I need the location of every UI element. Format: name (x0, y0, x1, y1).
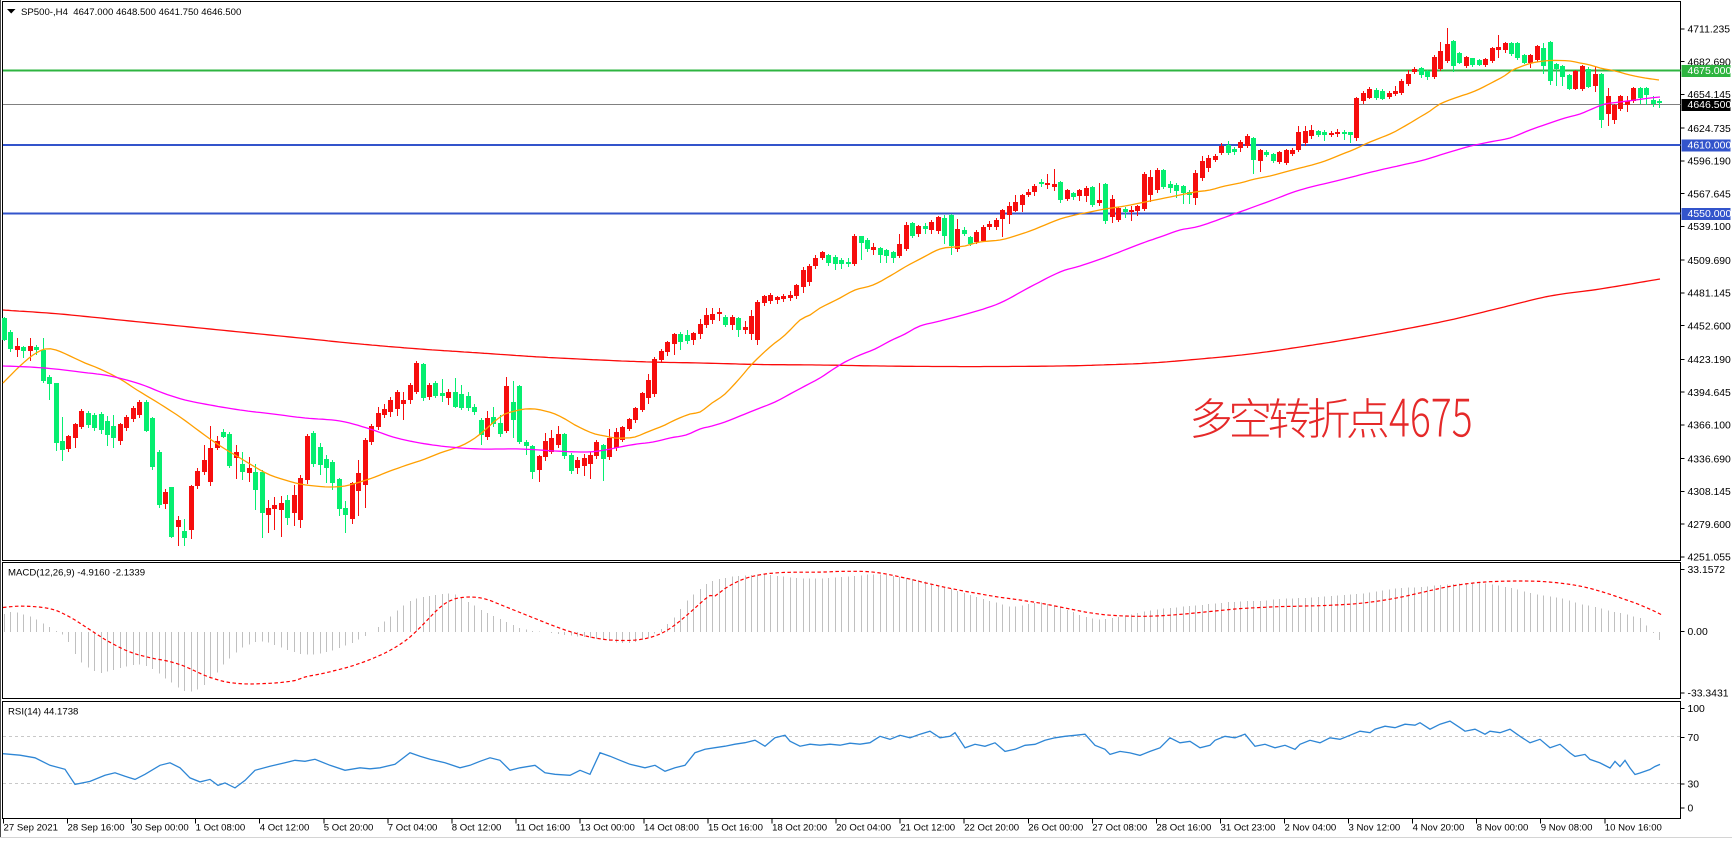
svg-text:4550.000: 4550.000 (1688, 208, 1732, 220)
svg-text:4610.000: 4610.000 (1688, 140, 1732, 152)
svg-text:13 Oct 00:00: 13 Oct 00:00 (580, 823, 635, 834)
svg-text:28 Sep 16:00: 28 Sep 16:00 (68, 823, 125, 834)
svg-text:31 Oct 23:00: 31 Oct 23:00 (1221, 823, 1276, 834)
svg-text:0.00: 0.00 (1688, 627, 1708, 638)
svg-text:MACD(12,26,9) -4.9160 -2.1339: MACD(12,26,9) -4.9160 -2.1339 (8, 568, 145, 579)
svg-text:33.1572: 33.1572 (1688, 565, 1726, 576)
svg-text:10 Nov 16:00: 10 Nov 16:00 (1605, 823, 1662, 834)
svg-text:1 Oct 08:00: 1 Oct 08:00 (196, 823, 246, 834)
svg-text:4481.145: 4481.145 (1688, 289, 1732, 300)
svg-text:4251.055: 4251.055 (1688, 553, 1732, 564)
svg-text:8 Nov 00:00: 8 Nov 00:00 (1477, 823, 1529, 834)
svg-text:4366.100: 4366.100 (1688, 421, 1732, 432)
svg-text:28 Oct 16:00: 28 Oct 16:00 (1156, 823, 1211, 834)
svg-text:4624.735: 4624.735 (1688, 124, 1732, 135)
svg-text:20 Oct 04:00: 20 Oct 04:00 (836, 823, 891, 834)
svg-text:3 Nov 12:00: 3 Nov 12:00 (1349, 823, 1401, 834)
svg-text:15 Oct 16:00: 15 Oct 16:00 (708, 823, 763, 834)
svg-text:4682.690: 4682.690 (1688, 57, 1732, 68)
svg-text:4394.645: 4394.645 (1688, 388, 1732, 399)
svg-text:-33.3431: -33.3431 (1688, 688, 1729, 699)
svg-text:21 Oct 12:00: 21 Oct 12:00 (900, 823, 955, 834)
svg-text:27 Oct 08:00: 27 Oct 08:00 (1092, 823, 1147, 834)
svg-text:8 Oct 12:00: 8 Oct 12:00 (452, 823, 502, 834)
svg-text:RSI(14) 44.1738: RSI(14) 44.1738 (8, 707, 78, 718)
svg-text:4 Oct 12:00: 4 Oct 12:00 (260, 823, 310, 834)
svg-text:4646.500: 4646.500 (1688, 99, 1732, 111)
svg-text:9 Nov 08:00: 9 Nov 08:00 (1541, 823, 1593, 834)
svg-text:4336.690: 4336.690 (1688, 454, 1732, 465)
svg-text:4279.600: 4279.600 (1688, 520, 1732, 531)
svg-text:30 Sep 00:00: 30 Sep 00:00 (132, 823, 189, 834)
svg-text:2 Nov 04:00: 2 Nov 04:00 (1285, 823, 1337, 834)
svg-text:27 Sep 2021: 27 Sep 2021 (4, 823, 58, 834)
svg-text:22 Oct 20:00: 22 Oct 20:00 (964, 823, 1019, 834)
svg-text:7 Oct 04:00: 7 Oct 04:00 (388, 823, 438, 834)
svg-text:4675.000: 4675.000 (1688, 65, 1732, 77)
svg-text:26 Oct 00:00: 26 Oct 00:00 (1028, 823, 1083, 834)
svg-text:4654.145: 4654.145 (1688, 90, 1732, 101)
svg-text:100: 100 (1688, 704, 1706, 715)
svg-text:18 Oct 20:00: 18 Oct 20:00 (772, 823, 827, 834)
svg-text:30: 30 (1688, 780, 1700, 791)
svg-text:SP500-,H4 4647.000 4648.500 4: SP500-,H4 4647.000 4648.500 4641.750 464… (21, 7, 241, 18)
svg-text:5 Oct 20:00: 5 Oct 20:00 (324, 823, 374, 834)
svg-text:4308.145: 4308.145 (1688, 487, 1732, 498)
svg-text:4711.235: 4711.235 (1688, 25, 1731, 36)
svg-text:0: 0 (1688, 804, 1694, 815)
svg-text:4567.645: 4567.645 (1688, 189, 1732, 200)
svg-text:4596.190: 4596.190 (1688, 157, 1732, 168)
svg-text:14 Oct 08:00: 14 Oct 08:00 (644, 823, 699, 834)
svg-text:4 Nov 20:00: 4 Nov 20:00 (1413, 823, 1465, 834)
svg-text:4539.100: 4539.100 (1688, 222, 1732, 233)
svg-text:4423.190: 4423.190 (1688, 355, 1732, 366)
svg-text:4509.690: 4509.690 (1688, 256, 1732, 267)
svg-text:4452.600: 4452.600 (1688, 321, 1732, 332)
svg-text:70: 70 (1688, 733, 1700, 744)
svg-text:11 Oct 16:00: 11 Oct 16:00 (516, 823, 570, 834)
